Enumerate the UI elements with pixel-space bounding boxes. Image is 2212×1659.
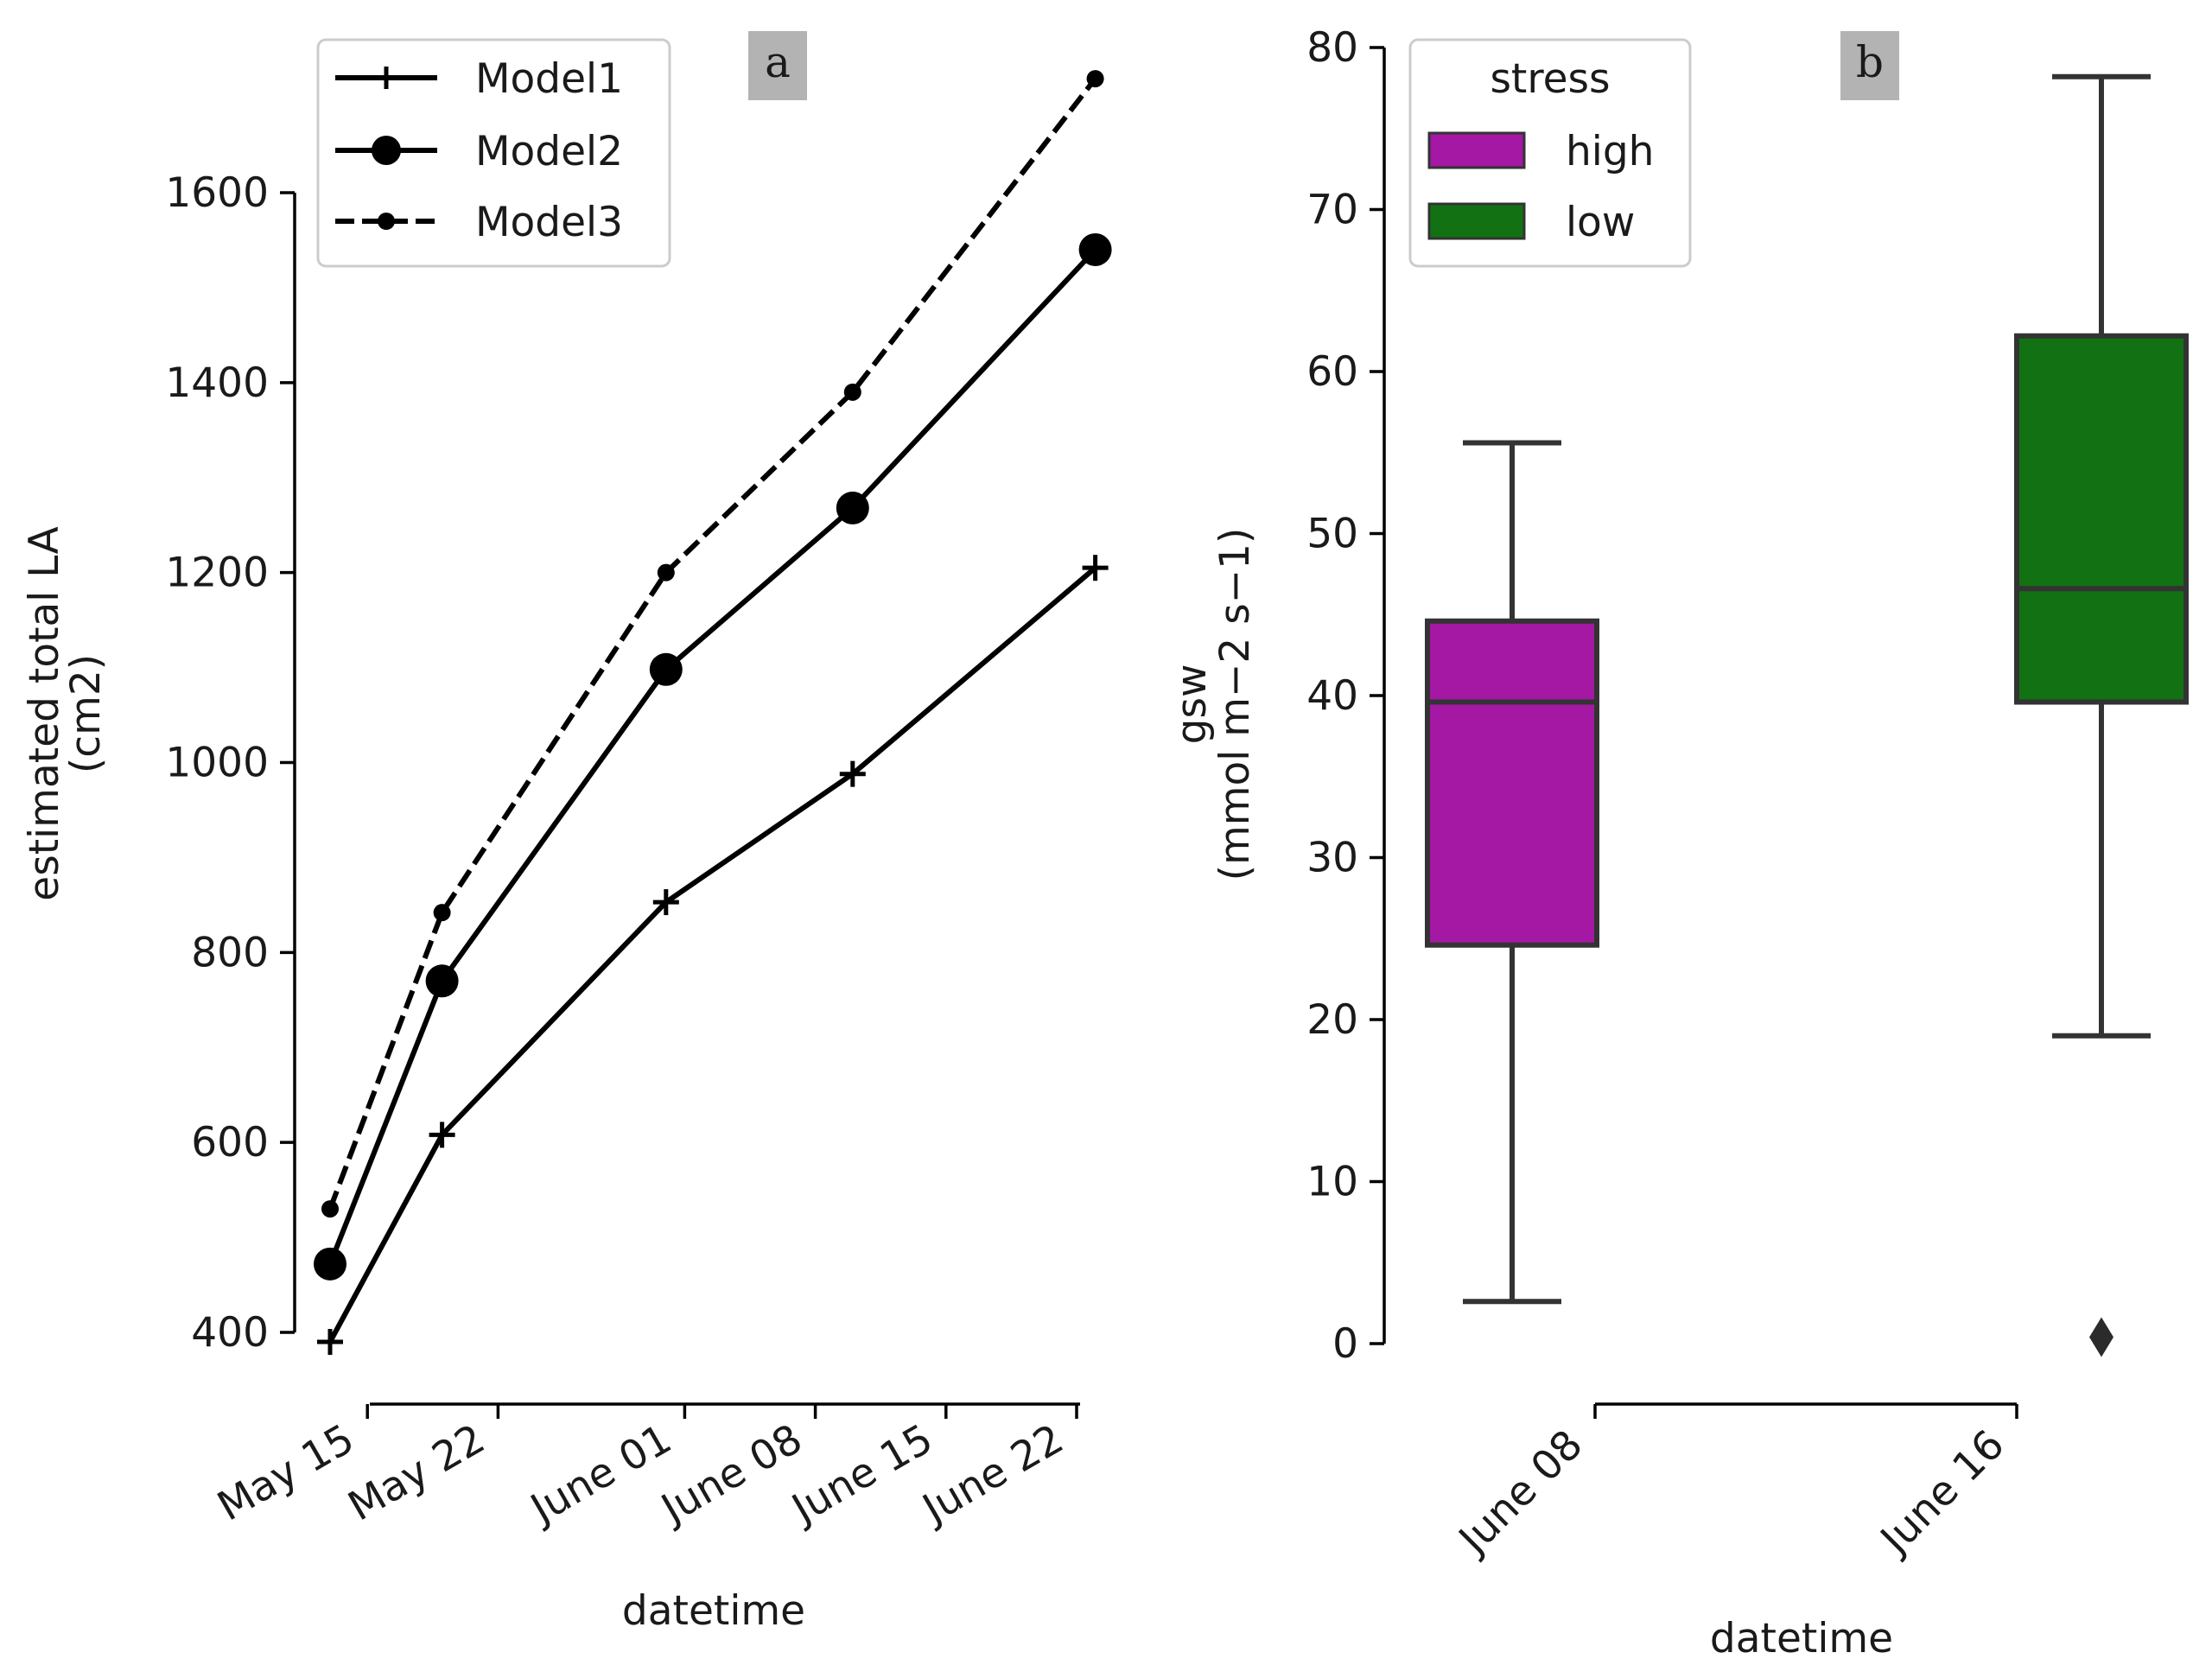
box-low — [2014, 73, 2189, 1357]
data-point-model1 — [839, 760, 866, 787]
panel-a-tag: a — [748, 31, 807, 100]
series-line-model2 — [327, 247, 1097, 1266]
panel-a-legend: Model1 Model2 Model3 — [316, 38, 671, 268]
panel-a-x-tick-label: June 01 — [521, 1415, 679, 1535]
panel-a-x-tick-label: June 15 — [782, 1415, 940, 1535]
panel-b-tag: b — [1840, 31, 1899, 100]
legend-entry-model1: Model1 — [335, 55, 623, 103]
data-point-model2 — [1078, 232, 1112, 266]
panel-b-y-tick-label: 70 — [1306, 187, 1358, 234]
panel-a-x-tick-label: May 15 — [210, 1415, 362, 1531]
legend-label-high: high — [1566, 128, 1654, 175]
panel-a-y-tick-label: 600 — [191, 1119, 269, 1166]
legend-entry-model3: Model3 — [335, 199, 623, 246]
data-point-model2 — [314, 1247, 346, 1281]
outlier-diamond-icon — [2089, 1317, 2113, 1357]
legend-circle-marker-icon — [372, 136, 401, 165]
legend-dot-marker-icon — [378, 213, 395, 230]
panel-b-y-tick-label: 0 — [1332, 1320, 1358, 1368]
data-point-model2 — [425, 964, 459, 998]
panel-b-tag-background — [1840, 31, 1899, 100]
legend-label-model2: Model2 — [475, 128, 623, 175]
series-line-model1 — [327, 565, 1097, 1344]
legend-title: stress — [1490, 55, 1610, 103]
data-point-model3 — [433, 904, 451, 922]
panel-a-x-axis-label: datetime — [622, 1587, 805, 1635]
panel-a-y-tick-label: 800 — [191, 929, 269, 976]
legend-plus-marker-icon — [375, 67, 397, 89]
panel-a-tag-label: a — [765, 37, 791, 87]
panel-a-y-tick-label: 1000 — [165, 740, 269, 787]
data-point-model1 — [1082, 555, 1109, 582]
data-point-model3 — [843, 383, 861, 401]
panel-b-tag-label: b — [1856, 37, 1884, 87]
data-point-model2 — [649, 652, 683, 686]
panel-b-x-tick-label: June 08 — [1448, 1421, 1592, 1565]
legend-entry-model2: Model2 — [335, 128, 623, 175]
legend-entry-high: high — [1427, 128, 1654, 175]
legend-label-model3: Model3 — [475, 199, 623, 246]
panel-b-y-tick-label: 10 — [1306, 1159, 1358, 1206]
box-high — [1425, 440, 1599, 1305]
iqr-box — [1425, 618, 1599, 948]
data-point-model3 — [321, 1200, 339, 1218]
panel-b-y-tick-label: 30 — [1306, 835, 1358, 882]
legend-swatch-low — [1427, 202, 1526, 240]
panel-b-x-axis-label: datetime — [1710, 1615, 1893, 1659]
panel-a-y-tick-label: 1600 — [165, 169, 269, 217]
data-point-model2 — [836, 491, 869, 524]
panel-a-x-tick-label: May 22 — [340, 1415, 493, 1531]
panel-b-x-tick-label: June 16 — [1870, 1421, 2013, 1565]
iqr-box — [2014, 333, 2189, 705]
panel-b-box-plot: 0 10 20 30 40 50 60 70 80 June 08 June 16 gsw (mmo… — [1168, 24, 2189, 1659]
panel-b-y-tick-label: 80 — [1306, 24, 1358, 72]
legend-label-low: low — [1566, 199, 1635, 246]
panel-b-legend: stress high low — [1408, 38, 1692, 268]
data-point-model1 — [429, 1122, 455, 1148]
data-point-model3 — [1086, 70, 1104, 88]
panel-a-x-tick-label: June 22 — [913, 1415, 1071, 1535]
panel-a-y-tick-label: 1400 — [165, 359, 269, 407]
data-point-model1 — [652, 889, 679, 916]
panel-b-y-axis-label-line2: (mmol m−2 s−1) — [1211, 528, 1259, 881]
panel-a-x-tick-label: June 08 — [652, 1415, 810, 1535]
panel-a-legend-frame — [316, 38, 671, 268]
panel-b-y-tick-label: 40 — [1306, 672, 1358, 720]
data-point-model3 — [657, 563, 675, 582]
legend-entry-low: low — [1427, 199, 1635, 246]
panel-a-tag-background — [748, 31, 807, 100]
panel-b-y-tick-label: 20 — [1306, 996, 1358, 1044]
panel-b-y-tick-label: 60 — [1306, 348, 1358, 396]
panel-a-y-tick-label: 1200 — [165, 550, 269, 597]
panel-a-y-axis-label-line2: (cm2) — [62, 654, 110, 773]
legend-swatch-high — [1427, 131, 1526, 169]
panel-b-y-axis-label-line1: gsw — [1168, 664, 1216, 745]
data-point-model1 — [317, 1328, 343, 1355]
panel-b-y-tick-label: 50 — [1306, 511, 1358, 558]
panel-a-y-axis-label-line1: estimated total LA — [21, 526, 68, 900]
panel-a-y-tick-label: 400 — [191, 1309, 269, 1357]
legend-label-model1: Model1 — [475, 55, 623, 103]
